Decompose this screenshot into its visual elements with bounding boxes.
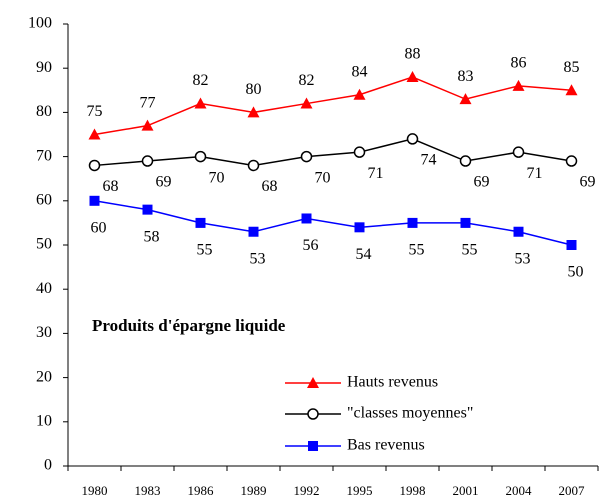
marker — [142, 204, 153, 215]
data-label: 53 — [250, 250, 266, 267]
marker — [247, 106, 260, 118]
y-tick-label: 60 — [36, 191, 52, 208]
x-tick-label: 2004 — [506, 483, 533, 498]
y-tick-label: 100 — [28, 15, 52, 32]
data-label: 83 — [458, 68, 474, 85]
marker — [141, 119, 154, 131]
marker — [195, 217, 206, 228]
y-tick-label: 70 — [36, 147, 52, 164]
x-tick-label: 2007 — [559, 483, 586, 498]
marker — [566, 240, 577, 250]
data-label: 80 — [246, 81, 262, 98]
data-label: 84 — [352, 63, 368, 80]
marker — [308, 441, 318, 451]
marker — [247, 159, 260, 172]
data-label: 69 — [474, 174, 490, 191]
x-tick-label: 1980 — [82, 483, 108, 498]
x-tick-label: 1998 — [400, 483, 426, 498]
y-tick-label: 80 — [36, 103, 52, 120]
x-tick-label: 1995 — [347, 483, 373, 498]
marker — [512, 79, 525, 91]
y-tick-label: 30 — [36, 324, 52, 341]
data-label: 69 — [580, 174, 596, 191]
marker — [565, 155, 578, 167]
data-label: 70 — [315, 169, 331, 186]
legend-label: Bas revenus — [347, 437, 425, 454]
legend-label: Hauts revenus — [347, 374, 438, 391]
y-tick-label: 90 — [36, 59, 52, 76]
marker — [513, 226, 524, 237]
x-tick-label: 2001 — [453, 483, 479, 498]
annotation: Produits d'épargne liquide — [92, 316, 286, 335]
marker — [194, 150, 207, 163]
data-label: 68 — [262, 178, 278, 195]
series-line — [94, 76, 572, 136]
marker — [307, 377, 319, 388]
x-tick-label: 1983 — [135, 483, 161, 498]
data-label: 69 — [156, 174, 172, 191]
y-tick-label: 0 — [44, 457, 52, 474]
marker — [565, 84, 578, 96]
marker — [89, 195, 100, 206]
data-label: 53 — [515, 250, 531, 267]
data-label: 75 — [87, 103, 103, 120]
data-label: 71 — [368, 165, 384, 182]
marker — [407, 217, 418, 228]
marker — [459, 93, 472, 105]
x-tick-label: 1986 — [188, 483, 215, 498]
marker — [460, 217, 471, 228]
marker — [141, 155, 154, 167]
data-label: 82 — [193, 72, 209, 89]
data-label: 55 — [462, 242, 478, 259]
marker — [307, 408, 319, 420]
data-label: 56 — [303, 237, 319, 254]
data-label: 60 — [91, 219, 107, 236]
y-tick-label: 40 — [36, 280, 52, 297]
marker — [512, 146, 525, 158]
marker — [353, 88, 366, 100]
x-tick-label: 1989 — [241, 483, 267, 498]
y-tick-label: 50 — [36, 236, 52, 253]
legend-label: "classes moyennes" — [347, 405, 473, 422]
marker — [248, 226, 259, 237]
marker — [353, 146, 366, 158]
marker — [194, 97, 207, 109]
data-label: 88 — [405, 46, 421, 63]
marker — [88, 128, 101, 140]
marker — [354, 222, 365, 233]
data-label: 70 — [209, 169, 225, 186]
data-label: 74 — [421, 152, 437, 169]
marker — [459, 155, 472, 167]
data-label: 82 — [299, 72, 315, 89]
data-label: 50 — [568, 264, 584, 281]
marker — [300, 150, 313, 163]
marker — [406, 71, 419, 83]
data-label: 71 — [527, 165, 543, 182]
marker — [406, 133, 419, 145]
data-label: 68 — [103, 178, 119, 195]
series-line — [94, 200, 572, 246]
y-tick-label: 20 — [36, 368, 52, 385]
marker — [301, 213, 312, 224]
x-tick-label: 1992 — [294, 483, 320, 498]
data-label: 85 — [564, 59, 580, 76]
series-line — [94, 138, 572, 167]
data-label: 77 — [140, 94, 156, 111]
data-label: 54 — [356, 246, 372, 263]
data-label: 58 — [144, 228, 160, 245]
data-label: 55 — [197, 242, 213, 259]
marker — [88, 159, 101, 172]
data-label: 55 — [409, 242, 425, 259]
marker — [300, 97, 313, 109]
y-tick-label: 10 — [36, 412, 52, 429]
data-label: 86 — [511, 55, 527, 72]
